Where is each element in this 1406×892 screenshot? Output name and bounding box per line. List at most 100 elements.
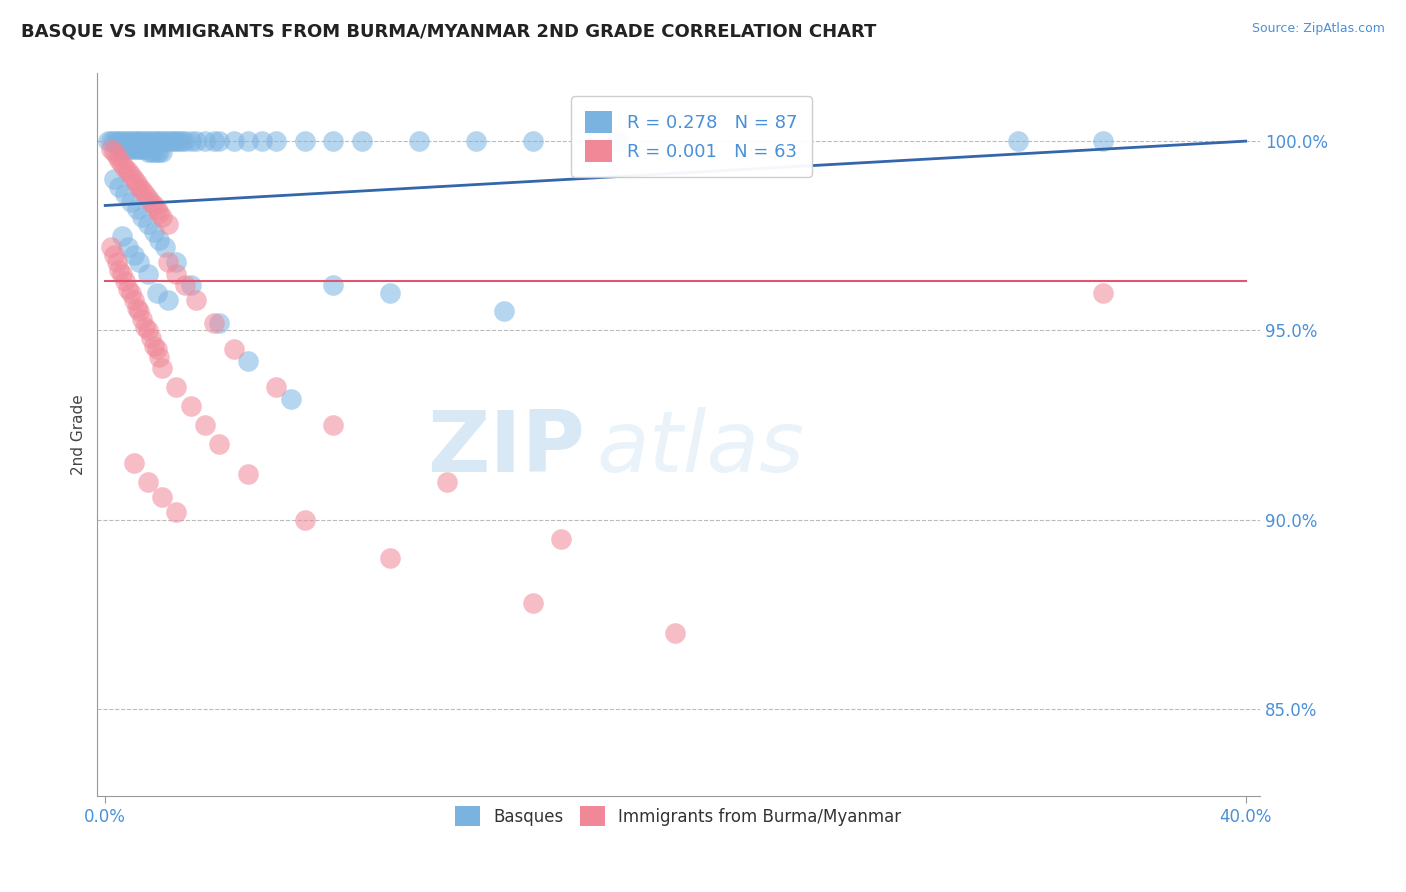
Point — [166, 255, 188, 269]
Point — [150, 361, 173, 376]
Point — [125, 176, 148, 190]
Point — [131, 142, 153, 156]
Point — [145, 145, 167, 160]
Point — [142, 198, 165, 212]
Point — [139, 134, 162, 148]
Point — [131, 183, 153, 197]
Point — [128, 255, 150, 269]
Point — [142, 225, 165, 239]
Point — [114, 161, 136, 175]
Point — [139, 331, 162, 345]
Point — [202, 316, 225, 330]
Point — [120, 142, 142, 156]
Point — [114, 134, 136, 148]
Point — [136, 475, 159, 489]
Point — [108, 142, 131, 156]
Point — [180, 277, 202, 292]
Point — [156, 134, 179, 148]
Point — [117, 282, 139, 296]
Point — [122, 293, 145, 307]
Point — [222, 343, 245, 357]
Point — [117, 240, 139, 254]
Point — [153, 240, 176, 254]
Point — [145, 134, 167, 148]
Point — [148, 233, 170, 247]
Point — [156, 255, 179, 269]
Point — [111, 134, 134, 148]
Point — [139, 145, 162, 160]
Point — [114, 187, 136, 202]
Point — [322, 277, 344, 292]
Point — [111, 267, 134, 281]
Point — [522, 596, 544, 610]
Point — [664, 626, 686, 640]
Point — [208, 316, 231, 330]
Point — [108, 179, 131, 194]
Point — [136, 145, 159, 160]
Point — [117, 164, 139, 178]
Point — [128, 142, 150, 156]
Point — [174, 134, 197, 148]
Point — [264, 380, 287, 394]
Point — [150, 210, 173, 224]
Point — [148, 350, 170, 364]
Point — [111, 228, 134, 243]
Point — [111, 157, 134, 171]
Point — [322, 418, 344, 433]
Point — [153, 134, 176, 148]
Point — [202, 134, 225, 148]
Point — [280, 392, 302, 406]
Point — [180, 399, 202, 413]
Point — [120, 194, 142, 209]
Point — [108, 263, 131, 277]
Legend: Basques, Immigrants from Burma/Myanmar: Basques, Immigrants from Burma/Myanmar — [447, 797, 910, 835]
Point — [125, 142, 148, 156]
Point — [114, 142, 136, 156]
Point — [114, 274, 136, 288]
Point — [105, 134, 128, 148]
Point — [100, 134, 122, 148]
Point — [150, 145, 173, 160]
Point — [166, 380, 188, 394]
Point — [194, 134, 217, 148]
Point — [103, 248, 125, 262]
Point — [322, 134, 344, 148]
Point — [162, 134, 184, 148]
Point — [136, 191, 159, 205]
Point — [122, 172, 145, 186]
Point — [111, 142, 134, 156]
Point — [145, 343, 167, 357]
Point — [1007, 134, 1029, 148]
Point — [294, 513, 316, 527]
Point — [264, 134, 287, 148]
Point — [131, 210, 153, 224]
Point — [145, 285, 167, 300]
Point — [380, 285, 402, 300]
Point — [117, 134, 139, 148]
Point — [1092, 285, 1115, 300]
Point — [522, 134, 544, 148]
Point — [134, 142, 156, 156]
Point — [122, 456, 145, 470]
Point — [250, 134, 273, 148]
Point — [1092, 134, 1115, 148]
Point — [380, 550, 402, 565]
Point — [136, 134, 159, 148]
Point — [166, 134, 188, 148]
Point — [174, 277, 197, 292]
Text: atlas: atlas — [596, 408, 804, 491]
Point — [105, 255, 128, 269]
Point — [408, 134, 430, 148]
Point — [97, 134, 120, 148]
Point — [169, 134, 191, 148]
Y-axis label: 2nd Grade: 2nd Grade — [72, 394, 86, 475]
Point — [134, 134, 156, 148]
Point — [159, 134, 181, 148]
Point — [236, 353, 259, 368]
Point — [150, 134, 173, 148]
Point — [108, 153, 131, 167]
Point — [142, 145, 165, 160]
Point — [294, 134, 316, 148]
Point — [136, 218, 159, 232]
Point — [120, 134, 142, 148]
